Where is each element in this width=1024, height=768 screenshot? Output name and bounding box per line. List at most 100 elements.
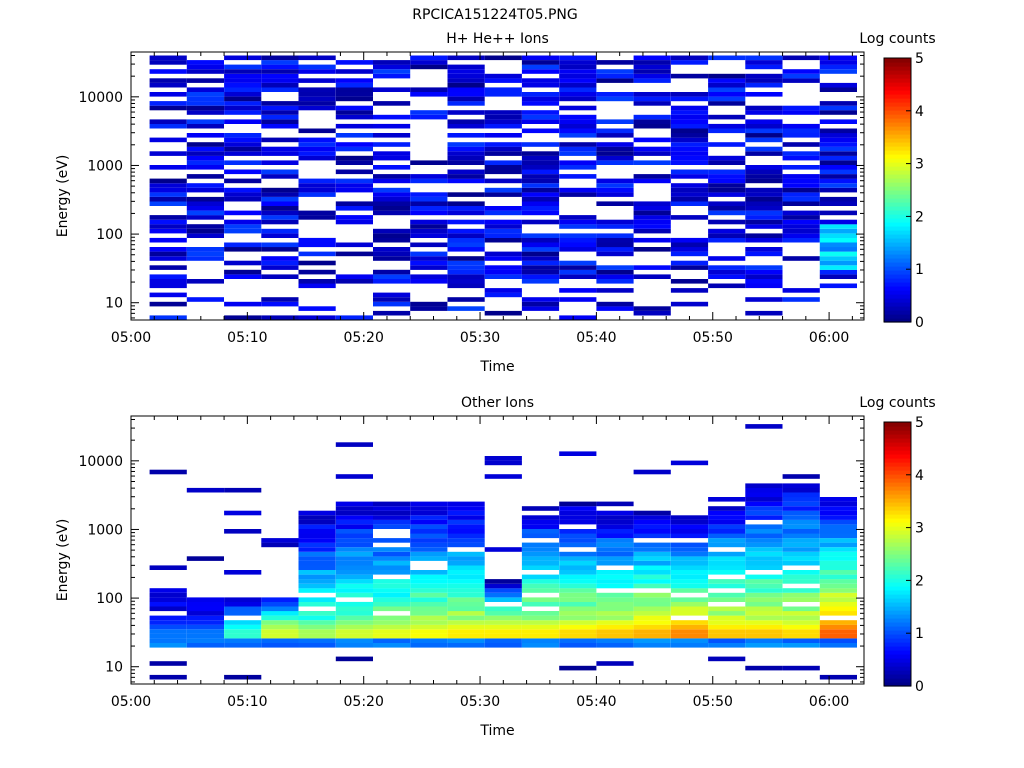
heatmap-cell [559,224,597,229]
heatmap-cell [521,542,560,548]
heatmap-cell [224,269,262,275]
heatmap-cell [447,160,485,165]
heatmap-cell [261,201,299,206]
heatmap-cell [447,260,485,266]
heatmap-cell [819,155,857,161]
heatmap-cell [447,169,485,175]
heatmap-cell [596,592,634,598]
heatmap-cell [708,265,746,270]
heatmap-cell [708,233,746,238]
heatmap-cell [633,137,671,143]
heatmap-cell [708,606,746,612]
heatmap-cell [670,73,709,79]
heatmap-cell [224,78,262,83]
heatmap-cell [335,588,373,593]
colorbar-swatch [884,542,911,547]
heatmap-cell [521,306,560,311]
heatmap-cell [261,174,299,179]
heatmap-cell [261,215,299,220]
heatmap-cell [745,119,783,124]
heatmap-cell [819,105,857,111]
y-tick-label: 100 [96,591,123,607]
heatmap-cell [335,515,373,520]
colorbar-swatch [884,470,911,475]
heatmap-cell [335,583,373,589]
heatmap-cell [410,224,448,229]
heatmap-cell [670,92,709,97]
heatmap-cell [745,506,783,511]
colorbar-tick-label: 5 [915,51,924,67]
heatmap-cell [708,506,746,511]
heatmap-cell [819,251,857,257]
colorbar-swatch [884,290,911,295]
heatmap-cell [819,583,857,589]
heatmap-cell [447,643,485,648]
heatmap-cell [373,87,411,92]
heatmap-cell [819,529,857,534]
heatmap-cell [261,611,299,616]
heatmap-cell [224,597,262,602]
heatmap-cell [745,529,783,534]
heatmap-cell [559,315,597,320]
heatmap-cell [261,151,299,156]
heatmap-cell [596,265,634,270]
heatmap-cell [261,265,299,270]
heatmap-cell [745,174,783,179]
heatmap-cell [708,228,746,234]
heatmap-cell [745,497,783,502]
x-tick-label: 06:00 [809,694,849,710]
colorbar-swatch [884,546,911,551]
heatmap-cell [373,565,411,570]
heatmap-cell [782,73,820,79]
heatmap-cell [559,556,597,561]
heatmap-cell [410,633,448,639]
heatmap-cell [782,224,820,229]
heatmap-cell [708,529,746,534]
heatmap-cell [596,519,634,525]
heatmap-cell [298,187,336,193]
heatmap-cell [298,556,336,561]
heatmap-cell [819,556,857,561]
colorbar-tick-label: 3 [915,157,924,173]
heatmap-cell [410,265,448,270]
heatmap-cell [261,260,299,266]
heatmap-cell [447,269,485,275]
heatmap-cell [745,556,783,561]
heatmap-cell [819,565,857,570]
heatmap-cell [447,283,485,289]
heatmap-cell [298,570,336,575]
heatmap-cell [373,196,411,202]
heatmap-cell [149,256,187,261]
colorbar-swatch [884,618,911,623]
heatmap-cell [633,274,671,279]
heatmap-cell [186,101,224,106]
heatmap-cell [373,547,411,552]
heatmap-cell [559,288,597,293]
heatmap-cell [521,620,560,625]
colorbar-tick-label: 2 [915,573,924,589]
heatmap-cell [559,192,597,197]
heatmap-cell [224,82,262,88]
heatmap-cell [149,151,187,156]
heatmap-cell [298,588,336,593]
heatmap-cell [149,565,187,570]
heatmap-cell [373,133,411,138]
colorbar-swatch [884,630,911,635]
heatmap-cell [521,611,560,616]
heatmap-cell [521,178,560,184]
heatmap-cell [670,588,709,593]
heatmap-cell [484,615,522,621]
heatmap-cell [149,105,187,111]
heatmap-cell [447,133,485,138]
heatmap-cell [149,215,187,220]
heatmap-cell [373,579,411,584]
heatmap-cell [521,643,560,648]
heatmap-cell [373,583,411,589]
heatmap-cell [670,105,709,111]
heatmap-cell [447,519,485,525]
heatmap-cell [224,210,262,216]
heatmap-cell [484,92,522,97]
heatmap-cell [224,187,262,193]
heatmap-cell [373,629,411,634]
heatmap-cell [782,237,820,243]
